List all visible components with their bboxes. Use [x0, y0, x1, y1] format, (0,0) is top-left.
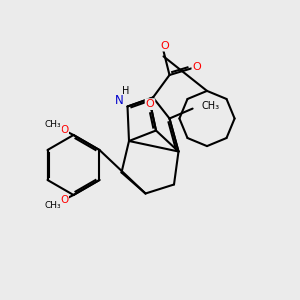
Text: CH₃: CH₃: [201, 101, 219, 111]
Text: O: O: [60, 125, 68, 135]
Text: O: O: [160, 40, 169, 51]
Text: N: N: [115, 94, 124, 107]
Text: O: O: [146, 99, 154, 109]
Text: O: O: [60, 195, 68, 205]
Text: O: O: [192, 62, 201, 72]
Text: CH₃: CH₃: [44, 120, 61, 129]
Text: CH₃: CH₃: [44, 201, 61, 210]
Text: H: H: [122, 86, 130, 96]
